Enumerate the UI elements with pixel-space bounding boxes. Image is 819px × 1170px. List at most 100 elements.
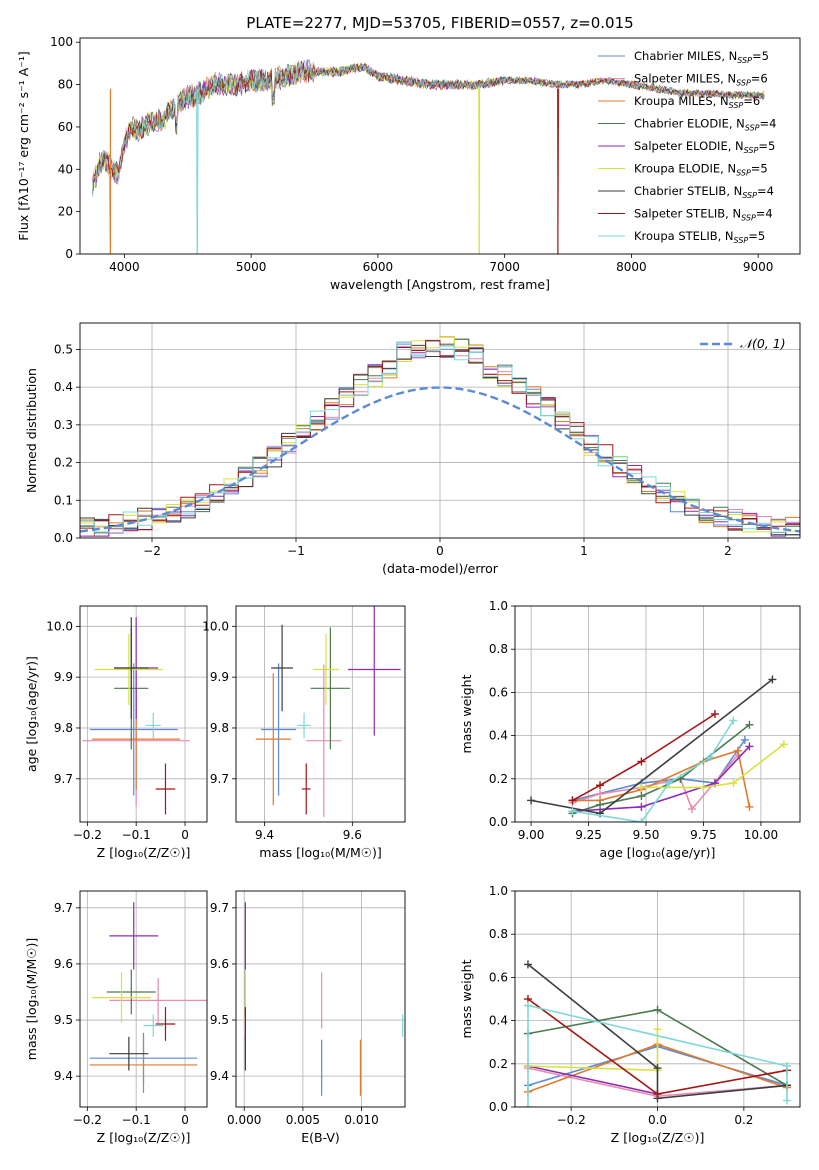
plot-area: [80, 891, 207, 1107]
weight-marker: [637, 783, 646, 792]
y-tick-label: 0.3: [54, 418, 73, 432]
errorbar-kroupa_miles: [255, 673, 291, 806]
y-tick-label: 9.7: [210, 772, 229, 786]
plot-area: [80, 323, 800, 538]
weight-marker: [768, 675, 777, 684]
y-tick-label: 0.6: [489, 685, 508, 699]
legend-subscript: SSP: [734, 236, 749, 245]
weight-marker: [653, 1025, 662, 1034]
x-tick-label: 0: [181, 828, 189, 842]
x-tick-label: 0.2: [734, 1113, 753, 1127]
x-tick-label: 0: [181, 1113, 189, 1127]
weight-marker: [653, 1090, 662, 1099]
weight-marker: [783, 1096, 792, 1105]
legend-subscript: SSP: [736, 169, 751, 178]
errorbar-kroupa_elodie: [94, 633, 164, 706]
weight-line-salpeter_elodie: [527, 1065, 658, 1095]
y-tick-label: 9.9: [210, 670, 229, 684]
errorbar-salpeter_elodie: [347, 606, 401, 736]
y-tick-label: 9.7: [54, 901, 73, 915]
legend-value: =5: [752, 49, 769, 63]
y-tick-label: 0.6: [489, 970, 508, 984]
weight-marker: [745, 720, 754, 729]
weight-marker: [740, 735, 749, 744]
x-axis-label: Z [log₁₀(Z/Z☉)]: [97, 1130, 191, 1145]
weight-line-salpeter_stelib: [572, 713, 716, 802]
plot-area: [515, 891, 800, 1107]
plot-area: [236, 606, 405, 822]
errorbar-salpeter_stelib: [301, 763, 311, 815]
x-axis-label: Z [log₁₀(Z/Z☉)]: [97, 845, 191, 860]
legend-value: =5: [748, 229, 765, 243]
y-tick-label: 0.4: [54, 380, 73, 394]
y-axis-label: Normed distribution: [24, 368, 39, 493]
spectrum-line-salpeter_stelib: [92, 60, 765, 254]
weight-marker: [779, 740, 788, 749]
x-tick-label: 0.010: [344, 1113, 378, 1127]
panel-weight_vs_Z: −0.2 0.0 0.2 0.0 0.2 0.4 0.6 0.8 1.0 Z [log₁₀(Z/Z…: [459, 884, 801, 1145]
legend-label: Kroupa STELIB, NSSP=5: [634, 229, 765, 245]
x-tick-label: 1: [580, 544, 588, 558]
y-tick-label: 0.8: [489, 642, 508, 656]
plot-area: [515, 606, 800, 822]
y-tick-label: 0.0: [54, 531, 73, 545]
x-tick-label: 9.00: [518, 828, 545, 842]
panel-age_vs_Z: −0.2 −0.1 0 9.7 9.8 9.9 10.0 Z [log₁₀(Z/Z☉)] age…: [24, 605, 208, 860]
legend-label: 𝒩(0, 1): [740, 336, 786, 351]
spectrum-line-kroupa_stelib: [92, 61, 765, 254]
y-tick-label: 0.2: [489, 1057, 508, 1071]
weight-line-kroupa_elodie: [641, 743, 785, 789]
axes-frame: [235, 605, 406, 823]
legend-subscript: SSP: [737, 56, 752, 65]
y-tick-label: 10.0: [202, 619, 229, 633]
errorbar-salpeter_miles: [109, 977, 207, 1023]
y-tick-label: 0.0: [489, 815, 508, 829]
y-tick-label: 9.8: [54, 721, 73, 735]
weight-marker: [729, 779, 738, 788]
weight-marker: [664, 779, 673, 788]
panel-age_vs_mass: 9.4 9.6 9.7 9.8 9.9 10.0 mass [log₁₀(M/M☉)]: [202, 605, 406, 860]
errorbar-kroupa_elodie: [92, 972, 151, 1023]
y-axis-label: mass weight: [459, 674, 474, 753]
panel-weight_vs_age: 9.00 9.25 9.50 9.75 10.00 0.0 0.2 0.4 0.6 0.8 1.0 a…: [459, 599, 801, 860]
weight-marker: [733, 746, 742, 755]
weight-marker: [637, 792, 646, 801]
legend-label: Chabrier STELIB, NSSP=4: [634, 184, 774, 200]
weight-marker: [706, 753, 715, 762]
axes-frame: [235, 890, 406, 1108]
y-tick-label: 10.0: [46, 619, 73, 633]
y-tick-label: 9.5: [210, 1013, 229, 1027]
y-axis-label: age [log₁₀(age/yr)]: [24, 656, 39, 772]
weight-line-salpeter_elodie: [572, 745, 750, 812]
legend-subscript: SSP: [742, 191, 757, 200]
weight-marker: [637, 818, 646, 822]
x-tick-label: 0.000: [227, 1113, 261, 1127]
chart-title: PLATE=2277, MJD=53705, FIBERID=0557, z=0…: [246, 14, 633, 32]
panel-residuals: −2 −1 0 1 2 0.0 0.1 0.2 0.3 0.4 0.5 (data-model)/er…: [24, 322, 801, 576]
legend-subscript: SSP: [729, 101, 744, 110]
errorbar-kroupa_miles: [89, 1036, 198, 1093]
x-tick-label: −0.2: [557, 1113, 586, 1127]
panel-mass_vs_ebv: 0.000 0.005 0.010 9.4 9.5 9.6 9.7 E(B-V): [210, 890, 406, 1145]
weight-marker: [699, 783, 708, 792]
legend-label: Salpeter MILES, NSSP=6: [634, 72, 768, 88]
weight-marker: [596, 781, 605, 790]
x-tick-label: 0: [436, 544, 444, 558]
legend-value: =5: [758, 139, 775, 153]
weight-marker: [523, 1103, 532, 1107]
weight-line-kroupa_stelib: [527, 1004, 788, 1107]
legend-value: =6: [743, 94, 760, 108]
axes-frame: [79, 322, 801, 539]
errorbar-chabrier_elodie: [310, 627, 351, 750]
axes-frame: [79, 605, 208, 823]
errorbar-salpeter_elodie: [109, 902, 159, 970]
x-tick-label: 9.25: [575, 828, 602, 842]
weight-marker: [637, 802, 646, 811]
weight-marker: [687, 805, 696, 814]
weight-line-kroupa_miles: [572, 749, 751, 808]
y-tick-label: 9.7: [210, 901, 229, 915]
y-axis-label: mass [log₁₀(M/M☉)]: [24, 938, 39, 1060]
errorbar-salpeter_stelib: [155, 1007, 176, 1041]
x-axis-label: wavelength [Angstrom, rest frame]: [330, 277, 550, 292]
legend-label: Salpeter STELIB, NSSP=4: [634, 207, 773, 223]
